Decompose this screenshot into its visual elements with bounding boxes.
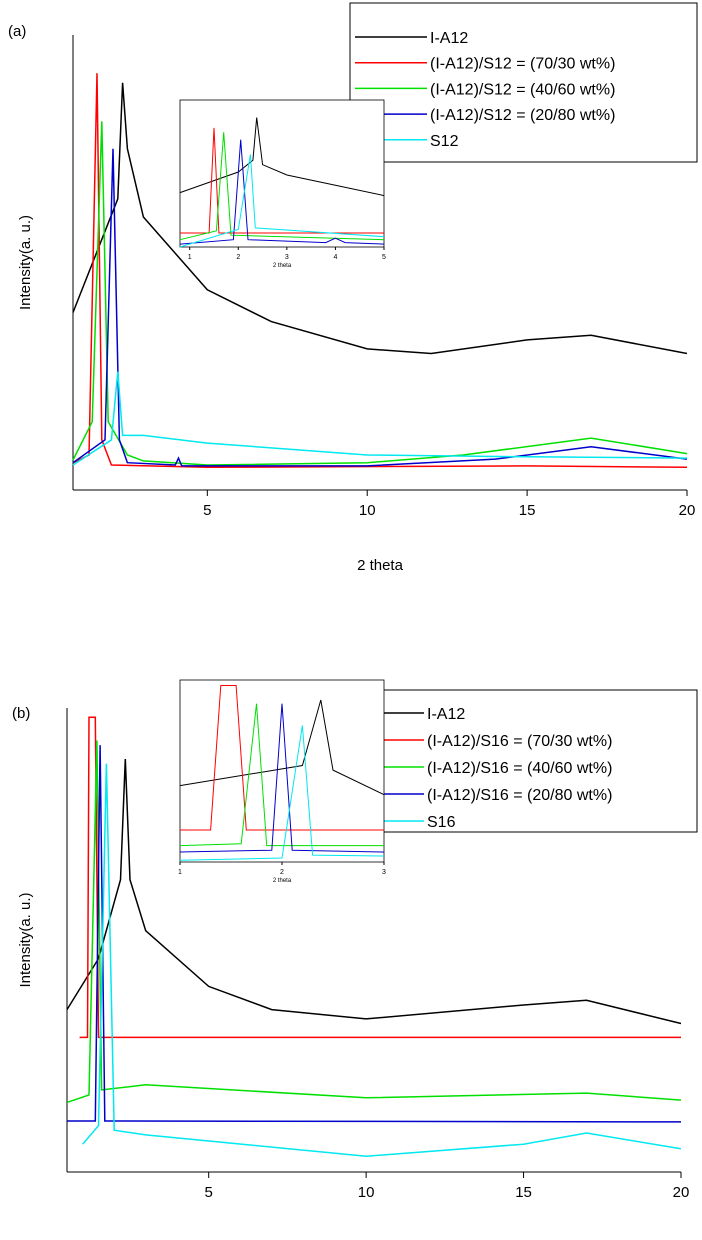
series-line bbox=[66, 740, 682, 1104]
x-tick-label: 5 bbox=[205, 1184, 213, 1201]
inset-frame bbox=[179, 99, 385, 248]
legend-entry: (I-A12)/S16 = (20/80 wt%) bbox=[427, 787, 612, 804]
legend-entry: I-A12 bbox=[430, 30, 468, 47]
series-line bbox=[72, 73, 688, 469]
y-axis-label: Intensity(a. u.) bbox=[17, 892, 34, 987]
x-tick-label: 1 bbox=[178, 869, 182, 876]
legend-entry: S12 bbox=[430, 133, 459, 150]
series-line bbox=[179, 703, 385, 853]
x-tick-label: 5 bbox=[203, 502, 211, 519]
series-line bbox=[179, 117, 385, 197]
x-tick-label: 1 bbox=[188, 254, 192, 261]
x-tick-label: 2 bbox=[280, 869, 284, 876]
x-tick-label: 4 bbox=[333, 254, 337, 261]
legend-entry: (I-A12)/S12 = (40/60 wt%) bbox=[430, 81, 615, 98]
legend-entry: (I-A12)/S16 = (70/30 wt%) bbox=[427, 733, 612, 750]
legend-entry: (I-A12)/S12 = (70/30 wt%) bbox=[430, 56, 615, 73]
x-axis-label: 2 theta bbox=[273, 263, 292, 269]
series-line bbox=[79, 716, 681, 1039]
x-tick-label: 20 bbox=[673, 1184, 690, 1201]
series-line bbox=[179, 139, 385, 245]
legend-entry: S16 bbox=[427, 814, 456, 831]
series-line bbox=[179, 725, 385, 861]
series-line bbox=[66, 758, 682, 1025]
legend-box bbox=[349, 2, 698, 163]
series-line bbox=[72, 82, 688, 355]
x-tick-label: 3 bbox=[382, 869, 386, 876]
legend-entry: I-A12 bbox=[427, 706, 465, 723]
x-axis-label: 2 theta bbox=[273, 878, 292, 884]
x-tick-label: 15 bbox=[515, 1184, 532, 1201]
panel-label: (a) bbox=[8, 23, 26, 40]
y-axis-label: Intensity(a. u.) bbox=[17, 215, 34, 310]
x-tick-label: 20 bbox=[679, 502, 696, 519]
series-line bbox=[72, 371, 688, 466]
x-tick-label: 10 bbox=[358, 1184, 375, 1201]
series-line bbox=[179, 703, 384, 847]
series-line bbox=[72, 121, 688, 466]
series-line bbox=[67, 745, 682, 1123]
legend-entry: (I-A12)/S12 = (20/80 wt%) bbox=[430, 107, 615, 124]
x-tick-label: 3 bbox=[285, 254, 289, 261]
x-tick-label: 2 bbox=[236, 254, 240, 261]
series-line bbox=[179, 132, 385, 241]
series-line bbox=[179, 154, 385, 248]
series-line bbox=[180, 685, 384, 831]
x-tick-label: 5 bbox=[382, 254, 386, 261]
x-tick-label: 10 bbox=[359, 502, 376, 519]
series-line bbox=[82, 763, 682, 1157]
legend-entry: (I-A12)/S16 = (40/60 wt%) bbox=[427, 760, 612, 777]
x-tick-label: 15 bbox=[519, 502, 536, 519]
panel-label: (b) bbox=[12, 705, 30, 722]
x-axis-label: 2 theta bbox=[357, 557, 404, 574]
series-line bbox=[180, 127, 384, 234]
